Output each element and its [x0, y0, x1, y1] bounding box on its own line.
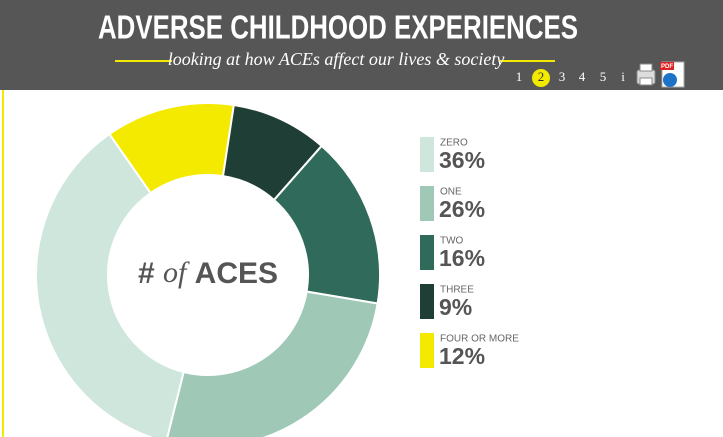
print-icon[interactable] — [636, 63, 656, 86]
donut-slice — [35, 132, 185, 437]
header-bar — [0, 0, 723, 90]
legend-swatch — [420, 333, 434, 368]
donut-slice — [166, 290, 379, 437]
page-title: ADVERSE CHILDHOOD EXPERIENCES — [98, 9, 578, 46]
nav-item[interactable]: i — [621, 69, 625, 84]
legend-label: THREE — [440, 285, 474, 296]
pdf-icon[interactable]: PDF — [660, 61, 685, 88]
nav-item[interactable]: 2 — [538, 69, 545, 84]
legend-value: 12% — [439, 343, 485, 369]
donut — [35, 102, 381, 437]
center-label-part: # — [138, 257, 155, 290]
legend-value: 26% — [439, 196, 485, 222]
nav-active — [532, 69, 550, 87]
legend-swatch — [420, 186, 434, 221]
legend-swatch — [420, 235, 434, 270]
center-label-part: of — [163, 256, 190, 289]
legend-value: 16% — [439, 245, 485, 271]
legend-label: TWO — [440, 236, 464, 247]
center-label-part: ACES — [195, 257, 278, 290]
legend-label: FOUR OR MORE — [440, 334, 519, 345]
legend-value: 9% — [439, 294, 472, 320]
legend-label: ZERO — [440, 138, 468, 149]
center-label: # of ACES — [138, 256, 278, 290]
legend-label: ONE — [440, 187, 462, 198]
legend-value: 36% — [439, 147, 485, 173]
pdf-label: PDF — [661, 64, 673, 70]
nav-item[interactable]: 5 — [600, 69, 607, 84]
nav-item[interactable]: 4 — [579, 69, 586, 84]
page-subtitle: looking at how ACEs affect our lives & s… — [168, 49, 505, 69]
nav-item[interactable]: 3 — [559, 69, 566, 84]
legend-swatch — [420, 284, 434, 319]
legend-swatch — [420, 137, 434, 172]
nav-item[interactable]: 1 — [516, 69, 523, 84]
